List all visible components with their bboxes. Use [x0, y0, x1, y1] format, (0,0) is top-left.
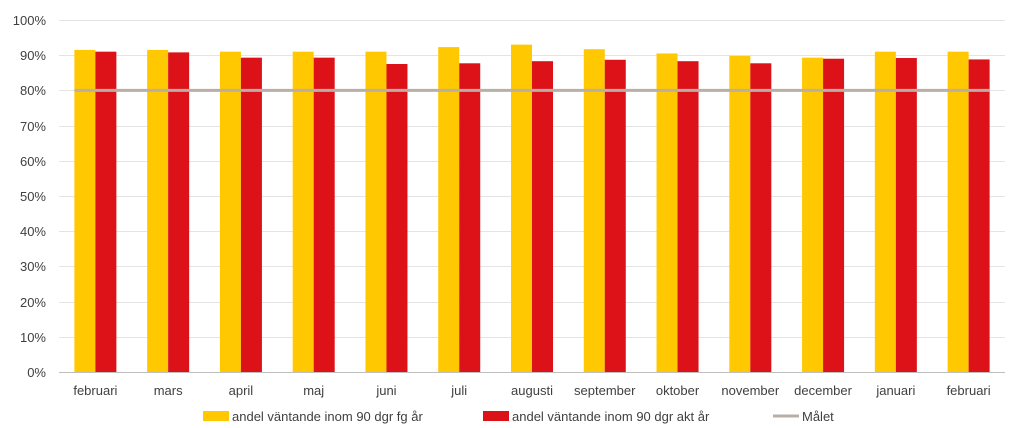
y-tick-label: 70%: [20, 119, 46, 134]
x-tick-label: februari: [73, 383, 117, 398]
bar-series-1: [219, 51, 241, 373]
bar-series-1: [802, 57, 824, 372]
bar-series-2: [95, 51, 117, 373]
y-tick-label: 100%: [13, 13, 47, 28]
bar-series-1: [656, 53, 678, 372]
bar-series-1: [874, 51, 896, 373]
x-axis-ticks: februari mars april maj juni juli augusti septe…: [73, 383, 990, 398]
x-tick-label: februari: [947, 383, 991, 398]
legend: andel väntande inom 90 dgr fg år andel v…: [203, 409, 834, 424]
bar-series-2: [823, 58, 845, 372]
bar-series-2: [968, 59, 990, 372]
legend-label-target: Målet: [802, 409, 834, 424]
x-tick-label: september: [574, 383, 636, 398]
x-tick-label: december: [794, 383, 852, 398]
y-tick-label: 50%: [20, 189, 46, 204]
bar-series-2: [313, 57, 335, 372]
y-tick-label: 10%: [20, 330, 46, 345]
bar-series-1: [74, 49, 96, 373]
bar-series-1: [729, 55, 751, 373]
legend-swatch-series-2: [483, 411, 509, 421]
y-axis-ticks: 0% 10% 20% 30% 40% 50% 60% 70% 80% 90% 100%: [13, 13, 47, 380]
bar-series-1: [147, 49, 169, 373]
y-tick-label: 0%: [27, 365, 46, 380]
bar-series-2: [459, 63, 481, 373]
y-tick-label: 40%: [20, 224, 46, 239]
x-tick-label: augusti: [511, 383, 553, 398]
bar-series-2: [750, 63, 772, 373]
y-tick-label: 60%: [20, 154, 46, 169]
x-tick-label: november: [721, 383, 779, 398]
y-tick-label: 20%: [20, 295, 46, 310]
y-tick-label: 90%: [20, 48, 46, 63]
legend-label-series-1: andel väntande inom 90 dgr fg år: [232, 409, 423, 424]
bar-series-1: [365, 51, 387, 373]
bar-series-2: [240, 57, 262, 372]
legend-swatch-series-1: [203, 411, 229, 421]
x-tick-label: maj: [303, 383, 324, 398]
bar-series-1: [583, 49, 605, 372]
bar-series-2: [532, 61, 553, 373]
bar-series-1: [511, 44, 532, 372]
bar-series-2: [386, 64, 408, 372]
bar-series-1: [438, 47, 460, 372]
bar-series-1: [292, 51, 314, 373]
legend-label-series-2: andel väntande inom 90 dgr akt år: [512, 409, 710, 424]
bar-series-2: [168, 52, 190, 372]
x-tick-label: oktober: [656, 383, 700, 398]
bar-series-2: [895, 58, 917, 373]
x-tick-label: mars: [154, 383, 183, 398]
x-tick-label: juni: [375, 383, 396, 398]
x-tick-label: juli: [450, 383, 467, 398]
bar-series-2: [677, 61, 699, 373]
bar-series-1: [947, 51, 969, 373]
y-tick-label: 30%: [20, 259, 46, 274]
bar-series-2: [604, 59, 626, 372]
x-tick-label: april: [229, 383, 254, 398]
x-tick-label: januari: [875, 383, 915, 398]
y-tick-label: 80%: [20, 83, 46, 98]
bars: [74, 44, 990, 373]
